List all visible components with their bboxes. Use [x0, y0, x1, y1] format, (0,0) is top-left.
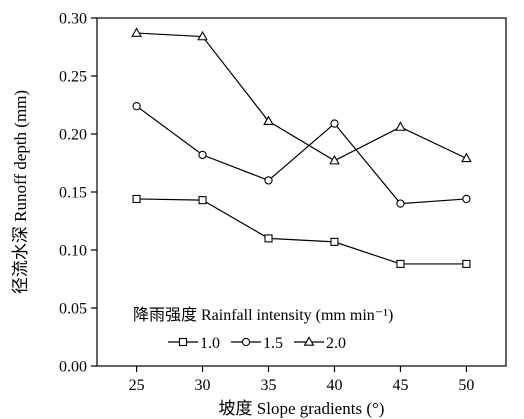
data-point: [198, 150, 207, 160]
data-point: [395, 121, 406, 131]
legend-label: 1.5: [263, 335, 283, 352]
data-point: [330, 237, 339, 246]
x-axis: 25 30 35 40 45 50: [129, 366, 474, 394]
legend-items: 1.0 1.5 2.0: [168, 335, 346, 352]
legend-marker: [178, 337, 188, 347]
x-tick-label: 50: [458, 377, 474, 394]
data-point: [264, 234, 273, 243]
legend-marker: [303, 336, 315, 346]
data-point: [198, 196, 207, 205]
legend-title: 降雨强度 Rainfall intensity (mm min⁻¹): [133, 306, 393, 324]
data-point: [329, 154, 340, 165]
data-point: [396, 199, 405, 208]
y-tick-label: 0.20: [59, 127, 87, 144]
y-tick-label: 0.30: [59, 11, 87, 28]
x-tick-label: 25: [129, 377, 145, 394]
data-point: [131, 27, 142, 37]
x-tick-label: 35: [261, 377, 277, 394]
x-tick-label: 30: [195, 377, 211, 394]
legend-item-2.0: 2.0: [294, 335, 346, 352]
series-line: [136, 32, 467, 162]
series-line: [136, 105, 467, 205]
series-1.0: [132, 194, 471, 268]
y-axis-label: 径流水深 Runoff depth (mm): [11, 90, 30, 294]
legend: 降雨强度 Rainfall intensity (mm min⁻¹) 1.0 1.…: [133, 306, 393, 352]
series-layer: [131, 27, 472, 268]
data-point: [197, 30, 208, 41]
data-point: [263, 115, 274, 125]
x-tick-label: 45: [392, 377, 408, 394]
data-point: [396, 259, 405, 268]
data-point: [132, 102, 141, 111]
data-point: [330, 119, 339, 128]
y-tick-label: 0.25: [59, 69, 87, 86]
x-tick-label: 40: [326, 377, 342, 394]
series-1.5: [132, 102, 471, 208]
data-point: [461, 152, 472, 163]
y-tick-label: 0.10: [59, 243, 87, 260]
data-point: [132, 194, 141, 204]
x-axis-label: 坡度 Slope gradients (°): [219, 399, 385, 418]
legend-item-1.5: 1.5: [231, 335, 283, 352]
data-point: [462, 194, 471, 204]
y-tick-label: 0.15: [59, 185, 87, 202]
data-point: [264, 176, 273, 185]
legend-item-1.0: 1.0: [168, 335, 220, 352]
data-point: [462, 259, 471, 268]
series-2.0: [131, 27, 472, 165]
legend-label: 2.0: [326, 335, 346, 352]
y-tick-label: 0.00: [59, 359, 87, 376]
y-axis: 0.00 0.05 0.10 0.15 0.20 0.25 0.30: [59, 11, 97, 376]
legend-label: 1.0: [200, 335, 220, 352]
y-tick-label: 0.05: [59, 301, 87, 318]
series-line: [136, 198, 467, 265]
legend-marker: [241, 337, 251, 347]
